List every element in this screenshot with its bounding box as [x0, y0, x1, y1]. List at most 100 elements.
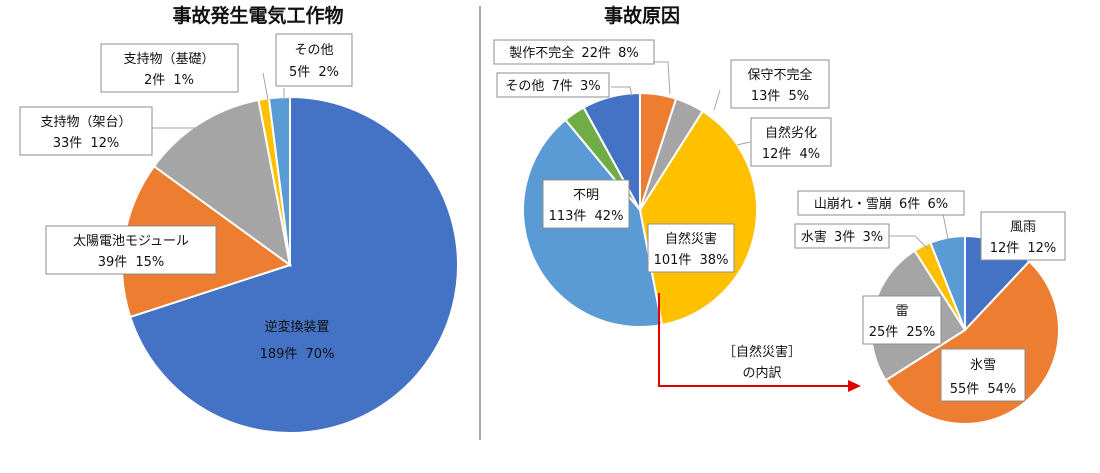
label-box [496, 72, 610, 98]
label-value: 12件 12% [990, 241, 1057, 256]
arrow-head [848, 380, 861, 392]
label-percent: 4% [800, 147, 821, 162]
label-box [862, 295, 942, 345]
breakdown-annotation: ［自然災害］ の内訳 [723, 344, 801, 381]
label-box [19, 106, 153, 156]
label-pv-module: 太陽電池モジュール 39件 15% [45, 225, 217, 275]
label-count: 22件 [581, 46, 611, 61]
label-natural-degradation: 自然劣化 12件 4% [750, 117, 832, 167]
label-box [940, 348, 1026, 402]
label-value: 33件 12% [53, 136, 120, 151]
label-percent: 1% [173, 73, 194, 88]
label-value: 55件 54% [950, 382, 1017, 397]
label-percent: 6% [927, 197, 948, 212]
label-count: 55件 [950, 382, 980, 397]
pie-equipment [121, 95, 459, 434]
chart-title-equipment: 事故発生電気工作物 [172, 4, 343, 27]
label-other-equipment: その他 5件 2% [275, 33, 353, 87]
label-value: 101件 38% [654, 253, 729, 268]
label-snow-ice: 氷雪 55件 54% [940, 348, 1026, 402]
leader-line [889, 235, 929, 250]
label-name: 風雨 [1010, 220, 1036, 235]
label-name: 山崩れ・雪崩 [814, 197, 892, 212]
label-count: 7件 [552, 79, 573, 94]
label-box [45, 225, 217, 275]
label-name: 太陽電池モジュール [73, 234, 189, 249]
label-support-foundation: 支持物（基礎） 2件 1% [100, 43, 239, 93]
label-percent: 42% [595, 209, 624, 224]
label-box [100, 43, 239, 93]
label-count: 39件 [98, 255, 128, 270]
label-box [730, 59, 830, 109]
label-name: 支持物（基礎） [123, 52, 214, 67]
label-value: その他 7件 3% [505, 79, 600, 94]
label-percent: 5% [789, 89, 810, 104]
label-box [542, 179, 630, 229]
label-lightning: 雷 25件 25% [862, 295, 942, 345]
label-value: 12件 4% [762, 147, 820, 162]
label-name: 支持物（架台） [40, 115, 131, 130]
label-value: 39件 15% [98, 255, 165, 270]
label-count: 113件 [549, 209, 587, 224]
label-name: 製作不完全 [509, 45, 574, 61]
leader-line [633, 61, 671, 95]
label-percent: 3% [580, 79, 601, 94]
leader-line [262, 72, 269, 101]
label-percent: 3% [862, 230, 883, 245]
label-value: 山崩れ・雪崩 6件 6% [814, 197, 948, 212]
label-inverter: 逆変換装置 189件 70% [260, 319, 335, 362]
label-count: 25件 [869, 325, 899, 340]
label-count: 12件 [762, 147, 792, 162]
leader-lines [152, 61, 949, 250]
label-count: 189件 [260, 347, 298, 362]
label-name: 保守不完全 [747, 67, 812, 83]
label-maintenance-defect: 保守不完全 13件 5% [730, 59, 830, 109]
label-count: 2件 [144, 73, 165, 88]
label-box [493, 39, 655, 65]
annotation-line-2: の内訳 [742, 365, 781, 381]
label-name: 水害 [801, 229, 827, 245]
chart-title-cause: 事故原因 [604, 4, 680, 27]
label-wind-rain: 風雨 12件 12% [980, 211, 1066, 261]
annotation-line-1: ［自然災害］ [723, 344, 801, 360]
label-percent: 12% [90, 136, 119, 151]
label-percent: 70% [306, 347, 335, 362]
breakdown-arrow [658, 293, 861, 392]
label-value: 製作不完全 22件 8% [509, 45, 638, 61]
label-percent: 25% [906, 325, 935, 340]
label-name: 不明 [573, 188, 599, 203]
leader-line [611, 86, 633, 97]
label-value: 水害 3件 3% [801, 229, 883, 245]
label-count: 101件 [654, 253, 692, 268]
label-box [275, 33, 353, 87]
pie-slice-3 [152, 98, 292, 268]
label-percent: 12% [1027, 241, 1056, 256]
label-name: 自然災害 [665, 231, 717, 247]
label-value: 13件 5% [751, 89, 809, 104]
label-landslide-avalanche: 山崩れ・雪崩 6件 6% [797, 190, 965, 216]
label-flood: 水害 3件 3% [794, 223, 890, 249]
label-count: 13件 [751, 89, 781, 104]
label-value: 5件 2% [289, 65, 339, 80]
label-name: その他 [505, 79, 544, 94]
label-name: 逆変換装置 [264, 319, 329, 335]
label-box [794, 223, 890, 249]
label-value: 113件 42% [549, 209, 624, 224]
leader-line [736, 141, 751, 146]
label-support-frame: 支持物（架台） 33件 12% [19, 106, 153, 156]
label-box [980, 211, 1066, 261]
label-value: 189件 70% [260, 347, 335, 362]
leader-line [713, 89, 721, 111]
leader-line [942, 213, 949, 240]
label-unknown: 不明 113件 42% [542, 179, 630, 229]
label-value: 25件 25% [869, 325, 936, 340]
label-box [647, 223, 735, 273]
pie-slice-1 [128, 95, 459, 434]
label-count: 5件 [289, 65, 310, 80]
arrow-line [658, 293, 848, 387]
label-percent: 8% [618, 46, 639, 61]
label-percent: 38% [700, 253, 729, 268]
label-other-cause: その他 7件 3% [496, 72, 610, 98]
pie-slice-5 [267, 95, 291, 266]
